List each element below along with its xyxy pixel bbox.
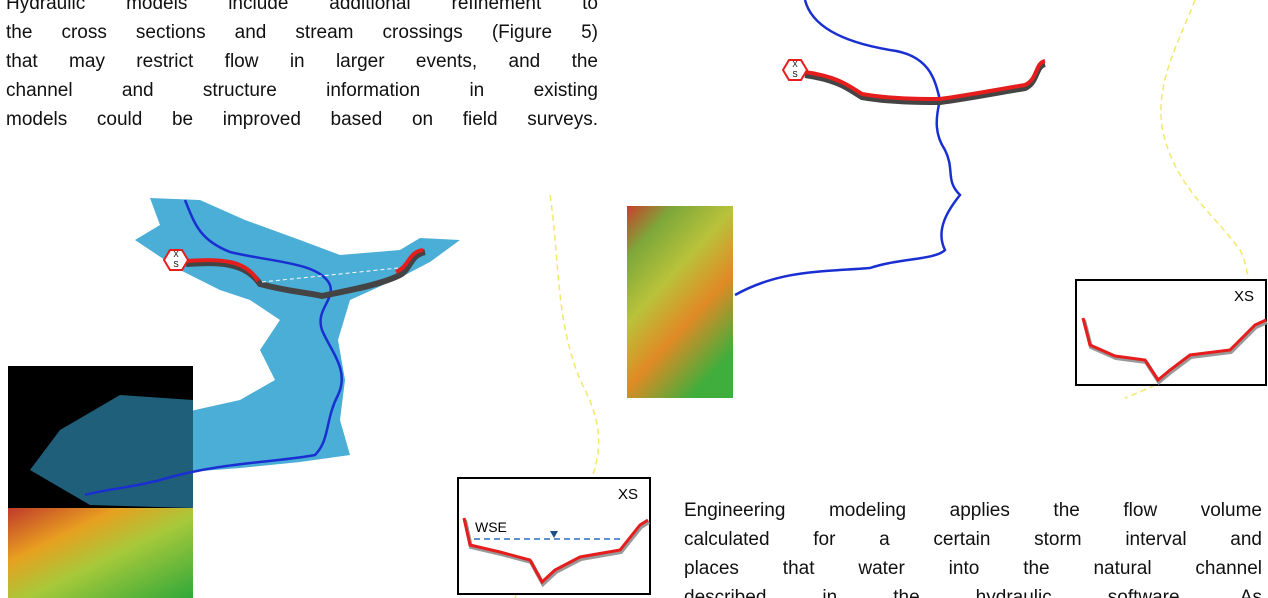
paragraph-line: Hydraulic models include additional refi… (6, 0, 598, 14)
xs-marker (162, 249, 190, 271)
paragraph-line: calculated for a certain storm interval … (684, 529, 1262, 550)
terrain-image (627, 206, 733, 398)
xs-label: XS (1234, 288, 1254, 305)
paragraph-line: the cross sections and stream crossings … (6, 22, 598, 43)
paragraph-line: places that water into the natural chann… (684, 558, 1262, 579)
paragraph-line: described in the hydraulic software. As (684, 587, 1262, 598)
xs-profile (1081, 317, 1267, 383)
water-surface-line (261, 267, 399, 283)
wse-symbol (550, 531, 558, 538)
xs-profile (462, 517, 649, 585)
paragraph-line: channel and structure information in exi… (6, 80, 598, 101)
marker-label: S (173, 260, 178, 269)
xs-profile-shadow (463, 519, 651, 588)
paragraph-line: models could be improved based on field … (6, 109, 598, 130)
xs-label: XS (618, 486, 638, 503)
paragraph-line: that may restrict flow in larger events,… (6, 51, 598, 72)
boundary-line (514, 194, 600, 598)
flood-overlay (30, 395, 193, 508)
marker-label: S (792, 70, 797, 79)
cross-section-line (185, 248, 424, 283)
stream (734, 0, 962, 297)
terrain-image (8, 508, 193, 598)
cross-section-line (185, 249, 426, 300)
xs-marker (781, 59, 809, 81)
stream (84, 199, 343, 497)
paragraph-line: Engineering modeling applies the flow vo… (684, 500, 1262, 521)
marker-label: X (173, 250, 179, 259)
wse-label: WSE (475, 519, 507, 535)
boundary-line (1124, 0, 1249, 399)
marker-label: X (792, 60, 798, 69)
cross-section-line (804, 59, 1046, 102)
